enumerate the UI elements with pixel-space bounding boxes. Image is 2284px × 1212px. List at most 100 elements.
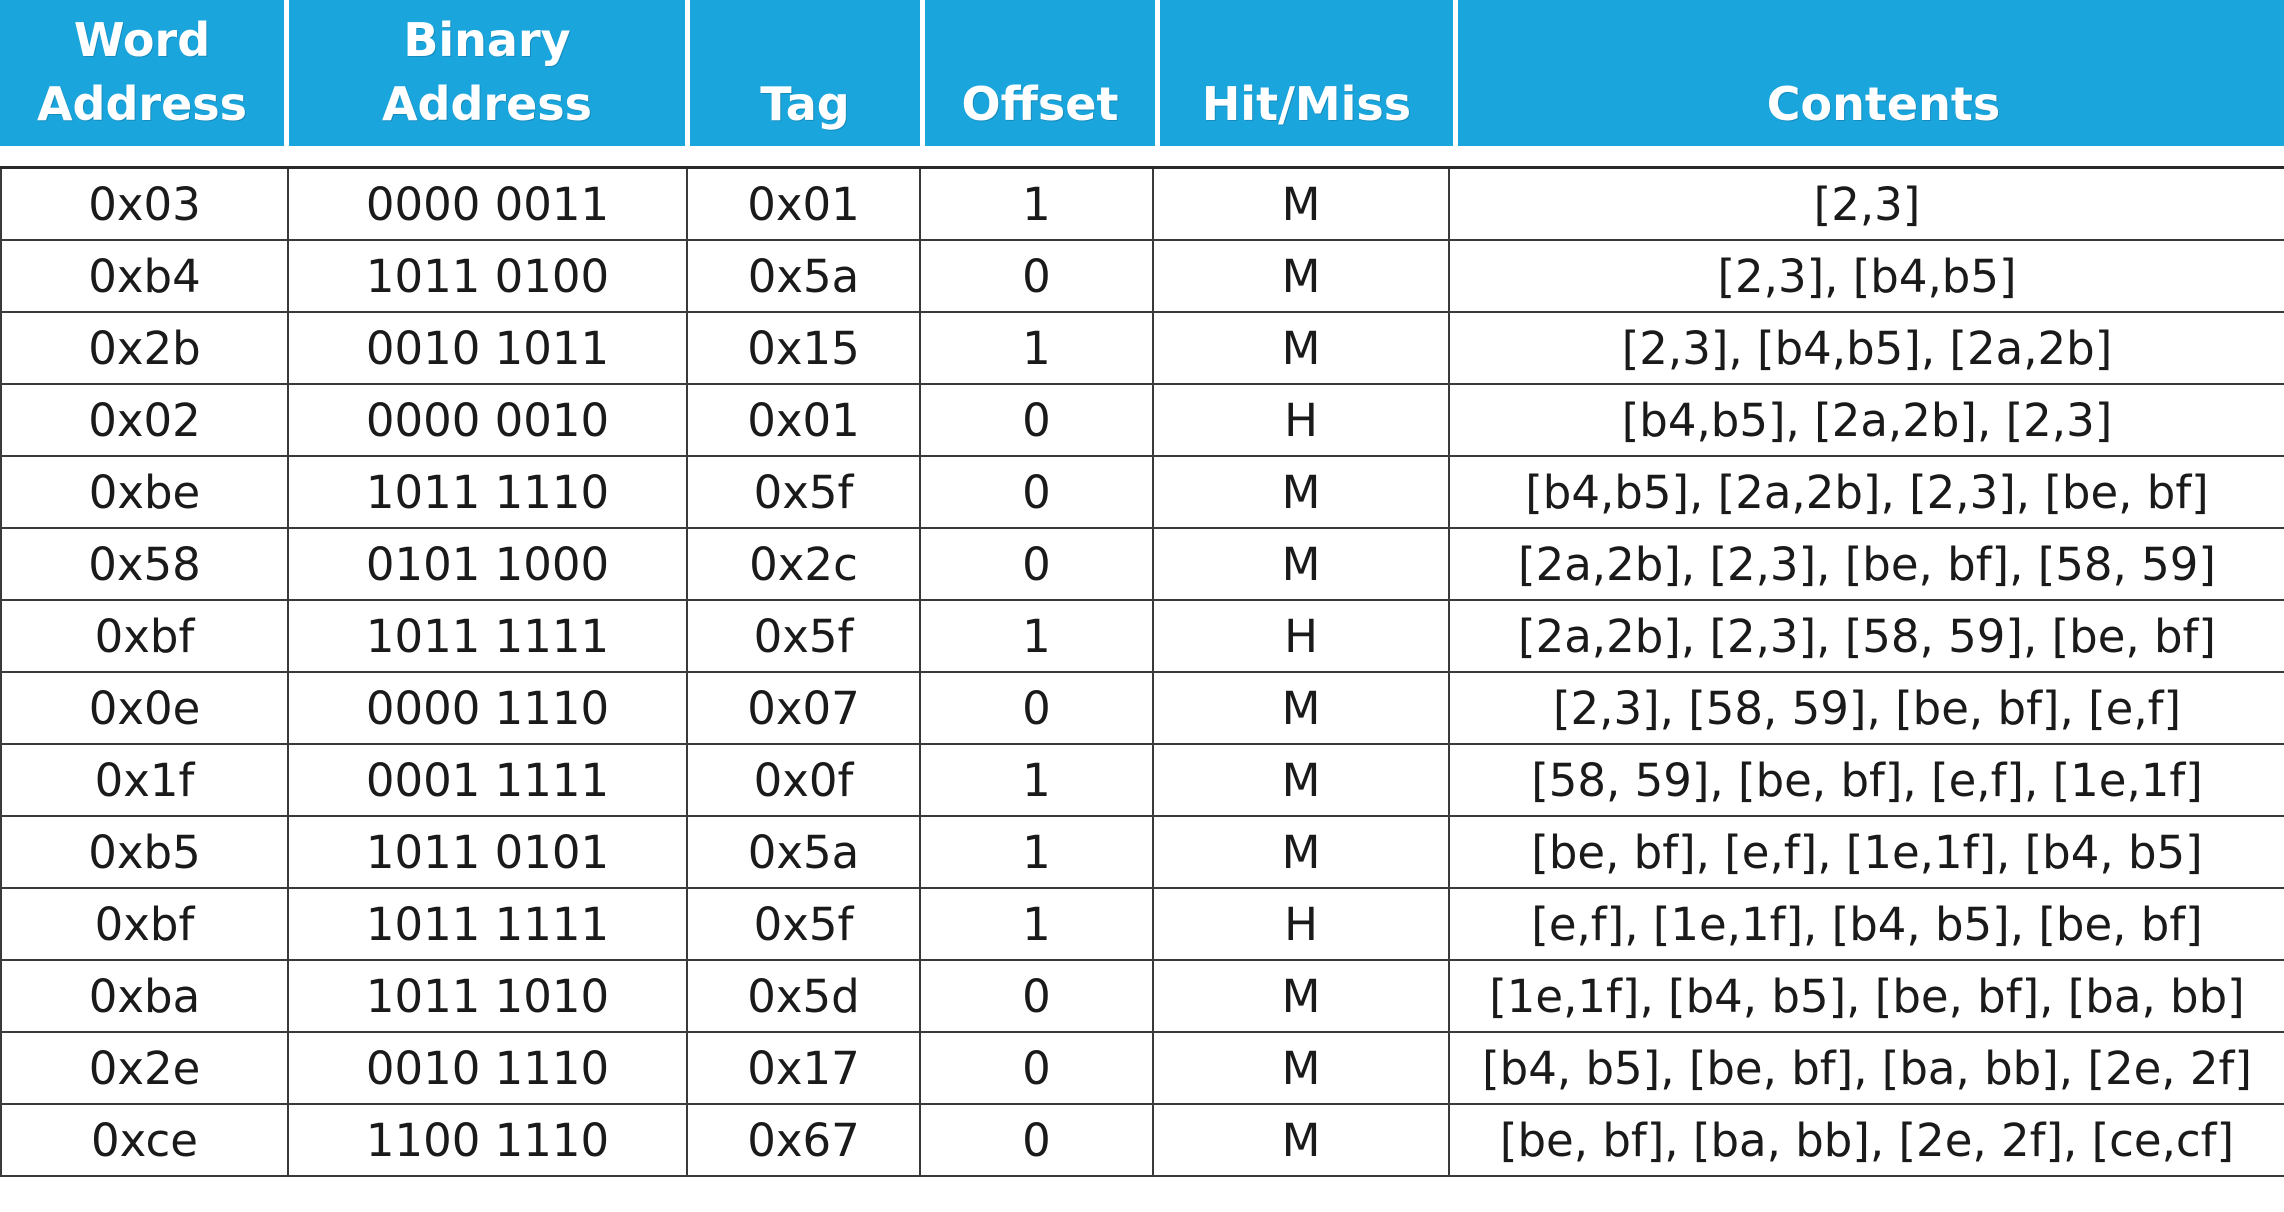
contents-cell: [2a,2b], [2,3], [be, bf], [58, 59] <box>1448 527 2284 601</box>
tag-cell: 0x15 <box>686 311 921 385</box>
offset-cell: 1 <box>919 815 1154 889</box>
offset-cell: 1 <box>919 311 1154 385</box>
table-body: 0x03 0000 0011 0x01 1 M [2,3] 0xb4 1011 0100 0x5… <box>0 166 2284 1177</box>
table-row: 0x2b 0010 1011 0x15 1 M [2,3], [b4,b5], [2a,2… <box>0 311 2284 385</box>
word-address-cell: 0xbe <box>0 455 289 529</box>
contents-cell: [be, bf], [ba, bb], [2e, 2f], [ce,cf] <box>1448 1103 2284 1177</box>
hit-miss-cell: M <box>1152 527 1450 601</box>
header-hit-miss: Hit/Miss <box>1160 0 1453 146</box>
tag-cell: 0x67 <box>686 1103 921 1177</box>
table-row: 0x2e 0010 1110 0x17 0 M [b4, b5], [be, bf], [… <box>0 1031 2284 1105</box>
word-address-cell: 0xbf <box>0 887 289 961</box>
hit-miss-cell: M <box>1152 239 1450 313</box>
word-address-cell: 0xce <box>0 1103 289 1177</box>
table-row: 0x1f 0001 1111 0x0f 1 M [58, 59], [be, bf], [… <box>0 743 2284 817</box>
tag-cell: 0x01 <box>686 383 921 457</box>
hit-miss-cell: H <box>1152 383 1450 457</box>
header-label-line1: Binary <box>403 13 571 67</box>
tag-cell: 0x5a <box>686 239 921 313</box>
binary-address-cell: 1011 0100 <box>287 239 688 313</box>
header-label-line2: Hit/Miss <box>1201 77 1412 131</box>
table-row: 0xba 1011 1010 0x5d 0 M [1e,1f], [b4, b5], [b… <box>0 959 2284 1033</box>
binary-address-cell: 0000 0010 <box>287 383 688 457</box>
offset-cell: 0 <box>919 455 1154 529</box>
offset-cell: 1 <box>919 743 1154 817</box>
header-word-address: Word Address <box>0 0 284 146</box>
contents-cell: [2a,2b], [2,3], [58, 59], [be, bf] <box>1448 599 2284 673</box>
header-contents: Contents <box>1458 0 2284 146</box>
binary-address-cell: 0001 1111 <box>287 743 688 817</box>
word-address-cell: 0x0e <box>0 671 289 745</box>
header-label-line2: Contents <box>1766 77 2001 131</box>
contents-cell: [58, 59], [be, bf], [e,f], [1e,1f] <box>1448 743 2284 817</box>
header-label-line1: Word <box>73 13 211 67</box>
word-address-cell: 0xba <box>0 959 289 1033</box>
word-address-cell: 0x58 <box>0 527 289 601</box>
binary-address-cell: 1011 1111 <box>287 887 688 961</box>
contents-cell: [2,3], [b4,b5], [2a,2b] <box>1448 311 2284 385</box>
offset-cell: 1 <box>919 887 1154 961</box>
tag-cell: 0x07 <box>686 671 921 745</box>
table-row: 0x02 0000 0010 0x01 0 H [b4,b5], [2a,2b], [2,… <box>0 383 2284 457</box>
hit-miss-cell: M <box>1152 743 1450 817</box>
word-address-cell: 0xbf <box>0 599 289 673</box>
word-address-cell: 0x03 <box>0 166 289 241</box>
tag-cell: 0x5d <box>686 959 921 1033</box>
contents-cell: [b4,b5], [2a,2b], [2,3] <box>1448 383 2284 457</box>
word-address-cell: 0x2e <box>0 1031 289 1105</box>
contents-cell: [2,3] <box>1448 166 2284 241</box>
tag-cell: 0x0f <box>686 743 921 817</box>
word-address-cell: 0x1f <box>0 743 289 817</box>
header-tag: Tag <box>690 0 920 146</box>
offset-cell: 0 <box>919 959 1154 1033</box>
binary-address-cell: 0010 1011 <box>287 311 688 385</box>
header-offset: Offset <box>925 0 1155 146</box>
binary-address-cell: 0000 1110 <box>287 671 688 745</box>
contents-cell: [be, bf], [e,f], [1e,1f], [b4, b5] <box>1448 815 2284 889</box>
hit-miss-cell: M <box>1152 166 1450 241</box>
tag-cell: 0x2c <box>686 527 921 601</box>
table-row: 0x58 0101 1000 0x2c 0 M [2a,2b], [2,3], [be, … <box>0 527 2284 601</box>
contents-cell: [b4,b5], [2a,2b], [2,3], [be, bf] <box>1448 455 2284 529</box>
binary-address-cell: 1100 1110 <box>287 1103 688 1177</box>
contents-cell: [2,3], [b4,b5] <box>1448 239 2284 313</box>
table-row: 0x03 0000 0011 0x01 1 M [2,3] <box>0 166 2284 241</box>
contents-cell: [b4, b5], [be, bf], [ba, bb], [2e, 2f] <box>1448 1031 2284 1105</box>
hit-miss-cell: M <box>1152 959 1450 1033</box>
contents-cell: [1e,1f], [b4, b5], [be, bf], [ba, bb] <box>1448 959 2284 1033</box>
offset-cell: 0 <box>919 239 1154 313</box>
word-address-cell: 0xb4 <box>0 239 289 313</box>
hit-miss-cell: H <box>1152 599 1450 673</box>
table-row: 0xb5 1011 0101 0x5a 1 M [be, bf], [e,f], [1e,… <box>0 815 2284 889</box>
table-row: 0xb4 1011 0100 0x5a 0 M [2,3], [b4,b5] <box>0 239 2284 313</box>
binary-address-cell: 1011 1111 <box>287 599 688 673</box>
table-row: 0xce 1100 1110 0x67 0 M [be, bf], [ba, bb], [… <box>0 1103 2284 1177</box>
tag-cell: 0x5a <box>686 815 921 889</box>
hit-miss-cell: M <box>1152 311 1450 385</box>
hit-miss-cell: M <box>1152 1031 1450 1105</box>
tag-cell: 0x17 <box>686 1031 921 1105</box>
header-label-line2: Address <box>36 77 248 131</box>
hit-miss-cell: M <box>1152 455 1450 529</box>
table-row: 0xbf 1011 1111 0x5f 1 H [2a,2b], [2,3], [58, … <box>0 599 2284 673</box>
header-binary-address: Binary Address <box>289 0 685 146</box>
header-label-line2: Tag <box>760 77 850 131</box>
binary-address-cell: 0000 0011 <box>287 166 688 241</box>
word-address-cell: 0x2b <box>0 311 289 385</box>
offset-cell: 1 <box>919 599 1154 673</box>
hit-miss-cell: H <box>1152 887 1450 961</box>
offset-cell: 1 <box>919 166 1154 241</box>
binary-address-cell: 1011 1110 <box>287 455 688 529</box>
offset-cell: 0 <box>919 671 1154 745</box>
table-row: 0xbe 1011 1110 0x5f 0 M [b4,b5], [2a,2b], [2,… <box>0 455 2284 529</box>
table-header: Word Address Binary Address Tag Offset H… <box>0 0 2284 146</box>
hit-miss-cell: M <box>1152 671 1450 745</box>
offset-cell: 0 <box>919 383 1154 457</box>
header-label-line2: Offset <box>961 77 1119 131</box>
offset-cell: 0 <box>919 1031 1154 1105</box>
tag-cell: 0x01 <box>686 166 921 241</box>
word-address-cell: 0x02 <box>0 383 289 457</box>
offset-cell: 0 <box>919 1103 1154 1177</box>
offset-cell: 0 <box>919 527 1154 601</box>
tag-cell: 0x5f <box>686 887 921 961</box>
